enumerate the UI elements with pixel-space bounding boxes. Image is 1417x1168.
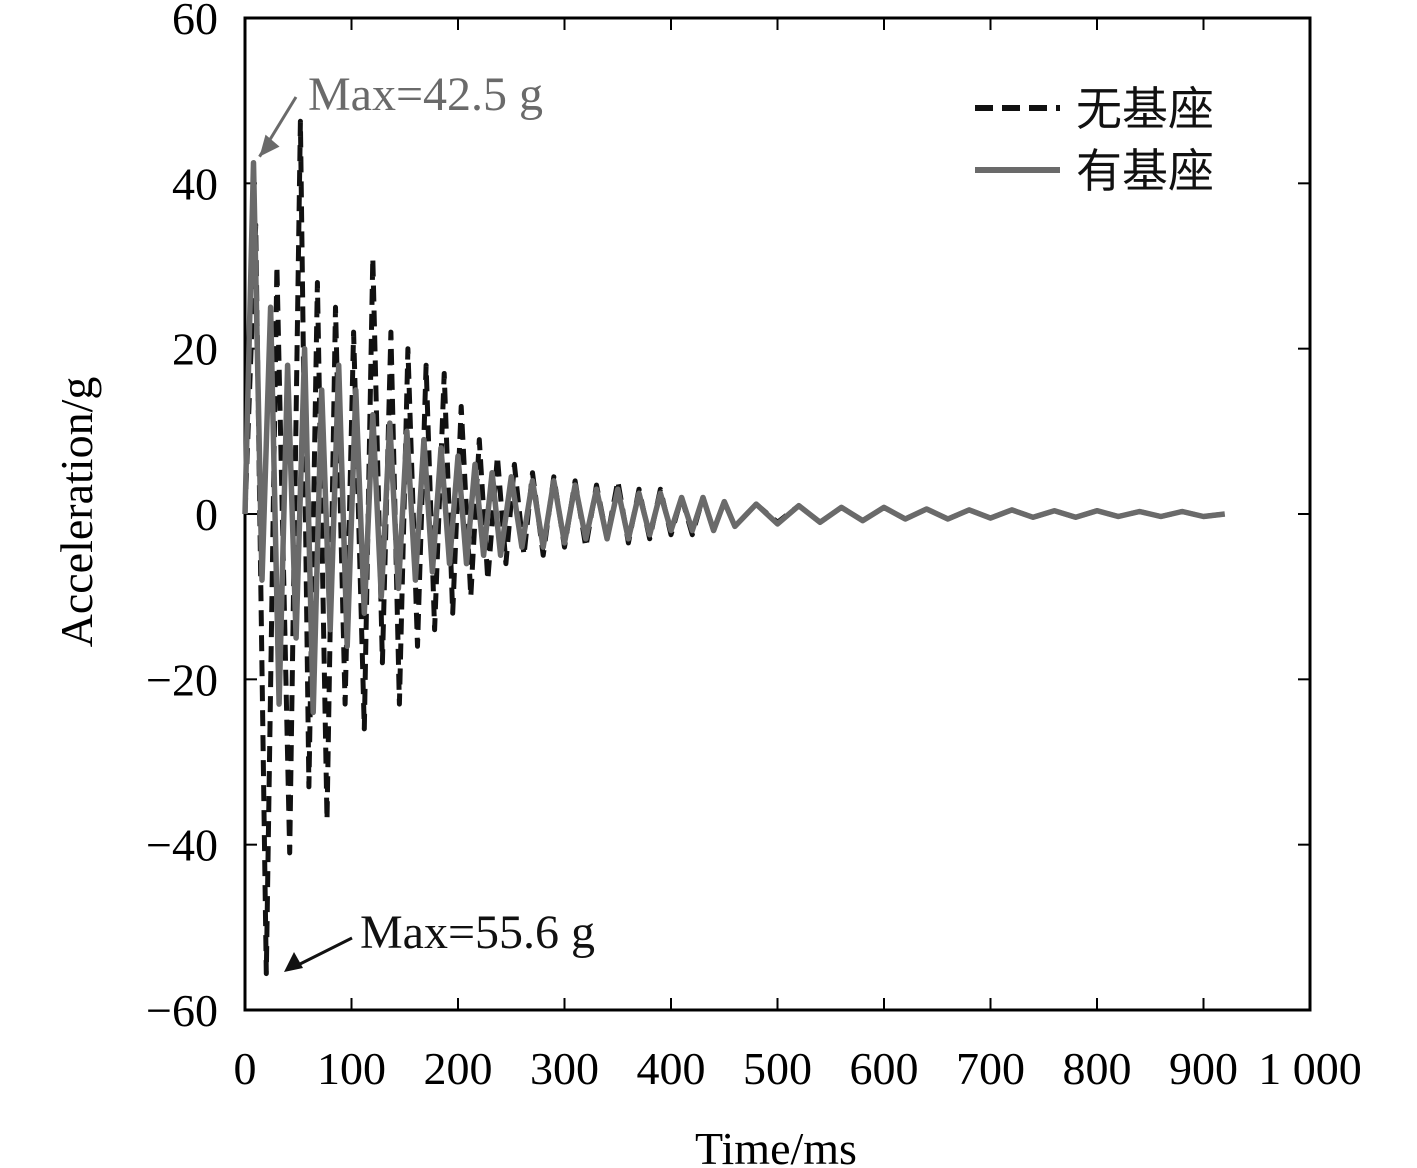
y-tick-label: 40 [172,158,218,209]
y-tick-label: −20 [146,654,218,705]
axis-tick-labels: 0 100 200 300 400 500 600 700 800 900 1 000−60−40−… [146,0,1362,1094]
x-tick-label: 400 [637,1043,706,1094]
legend-label: 无基座 [1076,82,1214,136]
y-tick-label: 60 [172,0,218,44]
series-line-1 [242,118,1226,977]
annotations: Max=42.5 g Max=55.6 g [258,68,595,972]
x-tick-label: 700 [956,1043,1025,1094]
legend-label: 有基座 [1076,144,1214,198]
y-tick-label: −60 [146,985,218,1036]
series-line-2 [242,159,1226,716]
series-layer [242,118,1226,977]
x-tick-label: 1 000 [1258,1043,1362,1094]
y-tick-label: 20 [172,324,218,375]
x-tick-label: 500 [743,1043,812,1094]
y-tick-label: 0 [195,489,218,540]
x-axis-label: Time/ms [695,1123,857,1168]
x-tick-label: 600 [850,1043,919,1094]
annotation-max-without-base: Max=55.6 g [360,906,595,959]
annotation-max-with-base: Max=42.5 g [308,68,543,121]
x-tick-label: 300 [530,1043,599,1094]
arrowhead-icon [284,952,303,972]
y-tick-label: −40 [146,820,218,871]
y-axis-label: Acceleration/g [51,377,102,648]
x-tick-label: 200 [424,1043,493,1094]
axis-ticks [244,17,1311,1011]
x-tick-label: 800 [1063,1043,1132,1094]
x-tick-label: 100 [317,1043,386,1094]
x-tick-label: 900 [1169,1043,1238,1094]
x-tick-label: 0 [234,1043,257,1094]
arrowhead-icon [259,134,280,157]
